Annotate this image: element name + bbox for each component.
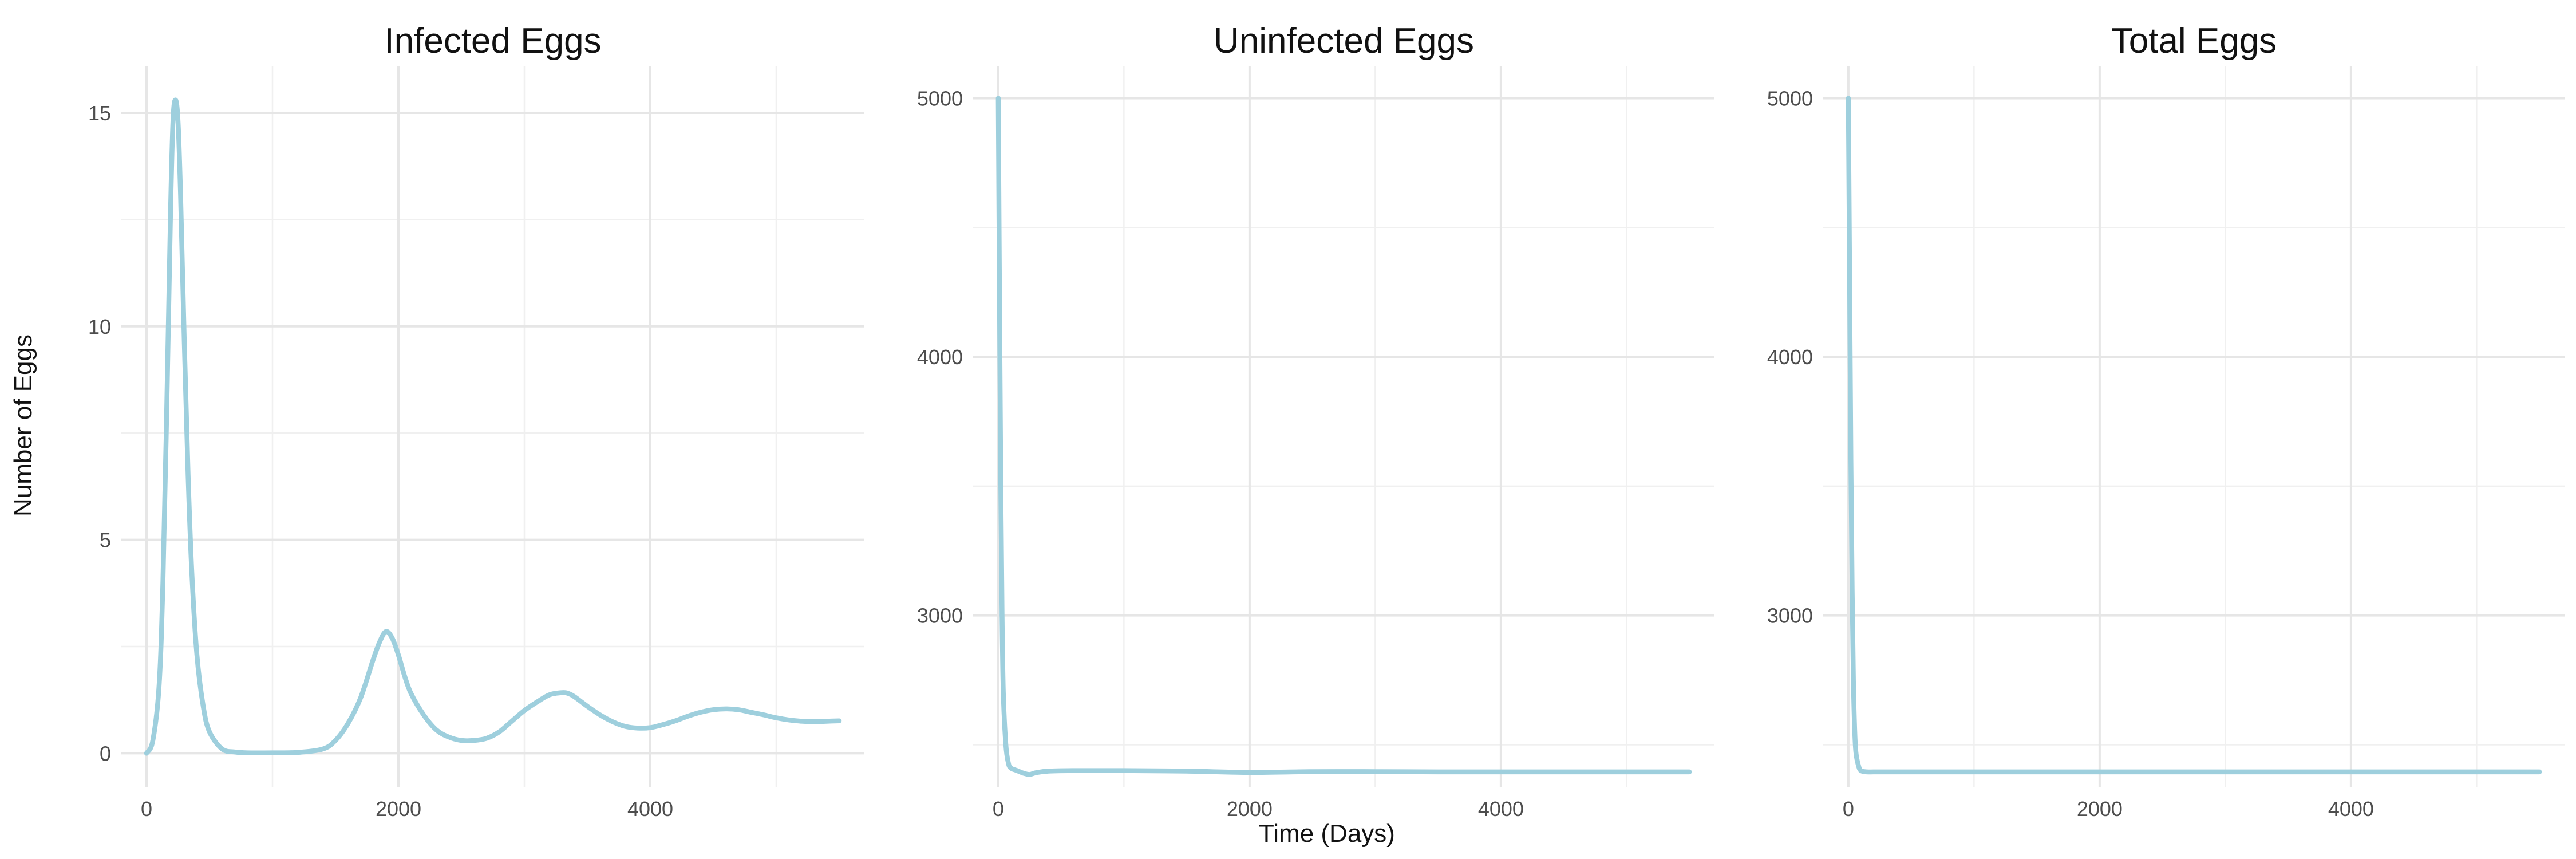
infected-y-tick-label: 5 bbox=[100, 529, 111, 552]
total-y-tick-label: 5000 bbox=[1767, 86, 1813, 110]
uninfected-x-tick-label: 2000 bbox=[1227, 797, 1273, 821]
uninfected-y-tick-label: 5000 bbox=[917, 86, 963, 110]
infected-x-tick-label: 0 bbox=[141, 797, 152, 821]
panel-total: 0 2000 4000 3000 4000 5000 Total Eggs bbox=[1767, 21, 2565, 821]
total-y-tick-label: 3000 bbox=[1767, 604, 1813, 628]
uninfected-y-tick-label: 3000 bbox=[917, 604, 963, 628]
uninfected-y-tick-label: 4000 bbox=[917, 345, 963, 369]
infected-y-tick-label: 0 bbox=[100, 742, 111, 765]
panel-uninfected: 0 2000 4000 3000 4000 5000 Uninfected Eggs bbox=[917, 21, 1714, 821]
infected-y-tick-label: 15 bbox=[88, 101, 111, 125]
uninfected-series-line bbox=[995, 96, 1692, 777]
infected-x-tick-label: 4000 bbox=[627, 797, 673, 821]
x-axis-title: Time (Days) bbox=[1259, 819, 1395, 848]
infected-x-tick-label: 2000 bbox=[376, 797, 421, 821]
total-x-tick-label: 2000 bbox=[2077, 797, 2123, 821]
panels: 0 2000 4000 0 5 10 15 Infected Eggs 0 2000 4000 300… bbox=[88, 21, 2565, 821]
infected-panel-title: Infected Eggs bbox=[384, 21, 601, 61]
uninfected-panel-title: Uninfected Eggs bbox=[1214, 21, 1474, 61]
panel-infected: 0 2000 4000 0 5 10 15 Infected Eggs bbox=[88, 21, 864, 821]
total-x-tick-label: 4000 bbox=[2328, 797, 2374, 821]
infected-series-line bbox=[144, 97, 842, 756]
total-y-tick-label: 4000 bbox=[1767, 345, 1813, 369]
y-axis-title: Number of Eggs bbox=[9, 334, 37, 517]
total-x-tick-label: 0 bbox=[1843, 797, 1854, 821]
infected-y-tick-label: 10 bbox=[88, 315, 111, 338]
total-panel-title: Total Eggs bbox=[2111, 21, 2277, 61]
uninfected-x-tick-label: 0 bbox=[993, 797, 1004, 821]
total-series-line bbox=[1846, 96, 2542, 775]
uninfected-x-tick-label: 4000 bbox=[1478, 797, 1524, 821]
